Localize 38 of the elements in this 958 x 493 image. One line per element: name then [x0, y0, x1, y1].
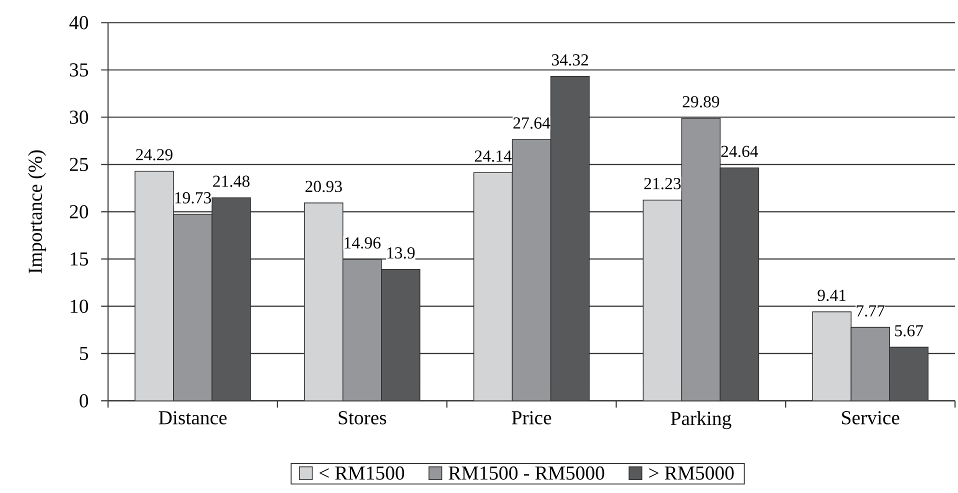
y-axis-title: Importance (%): [28, 150, 46, 274]
y-tick-label: 25: [70, 158, 88, 172]
data-label: 9.41: [818, 290, 846, 302]
bar: [212, 198, 251, 401]
data-label: 24.29: [136, 149, 172, 161]
x-tick-label: Service: [842, 411, 900, 425]
x-tick-label: Parking: [670, 411, 732, 430]
data-label: 27.64: [513, 118, 550, 129]
data-label: 34.32: [552, 54, 588, 66]
data-label: 19.73: [175, 192, 211, 204]
y-tick-label: 40: [69, 16, 88, 30]
bar: [720, 168, 760, 401]
y-tick-label: 35: [70, 64, 88, 77]
bar: [889, 346, 928, 401]
x-tick-label: Distance: [158, 411, 227, 425]
y-tick-label: 20: [70, 205, 88, 219]
data-label: 5.67: [895, 325, 924, 337]
data-label: 7.77: [856, 306, 885, 317]
data-label: 24.64: [721, 146, 758, 158]
y-tick-label: 5: [80, 347, 88, 360]
data-label: 21.48: [213, 176, 250, 188]
y-tick-label: 0: [80, 394, 88, 408]
x-tick-label: Stores: [338, 411, 386, 425]
legend-label: RM1500 - RM5000: [448, 466, 604, 480]
data-label: 14.96: [344, 237, 381, 249]
bar: [381, 269, 420, 401]
data-label: 24.14: [474, 150, 512, 162]
bar: [550, 76, 590, 401]
x-tick-label: Price: [512, 411, 552, 425]
y-tick-label: 15: [70, 252, 88, 266]
data-label: 13.9: [387, 247, 415, 259]
data-label: 21.23: [644, 178, 681, 190]
data-label: 20.93: [306, 180, 342, 192]
legend-label: > RM5000: [649, 466, 734, 480]
y-tick-label: 10: [70, 300, 88, 314]
y-tick-label: 30: [70, 110, 88, 124]
legend-label: < RM1500: [320, 466, 404, 480]
data-label: 29.89: [682, 96, 720, 108]
